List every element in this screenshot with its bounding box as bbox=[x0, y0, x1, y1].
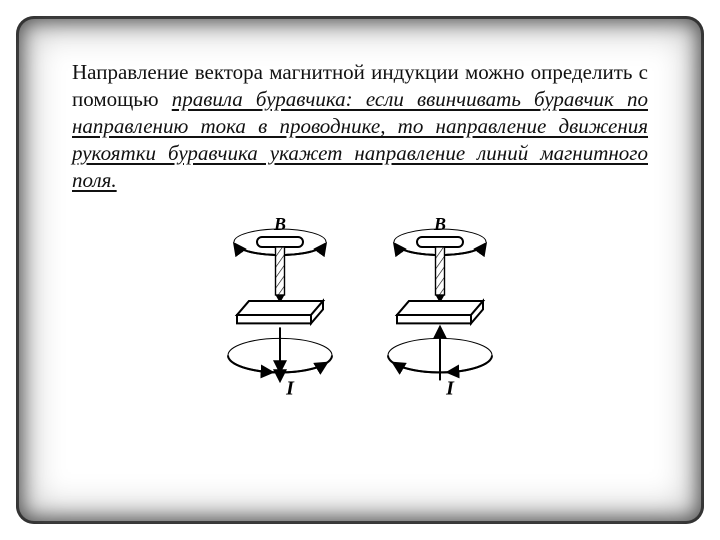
slide: Направление вектора магнитной индукции м… bbox=[0, 0, 720, 540]
svg-text:В: В bbox=[273, 214, 286, 234]
svg-text:I: I bbox=[285, 378, 295, 400]
gimlet-diagram: В I В I bbox=[210, 214, 510, 484]
svg-text:I: I bbox=[445, 378, 455, 400]
svg-text:В: В bbox=[433, 214, 446, 234]
slide-frame: Направление вектора магнитной индукции м… bbox=[16, 16, 704, 524]
definition-paragraph: Направление вектора магнитной индукции м… bbox=[72, 59, 648, 193]
